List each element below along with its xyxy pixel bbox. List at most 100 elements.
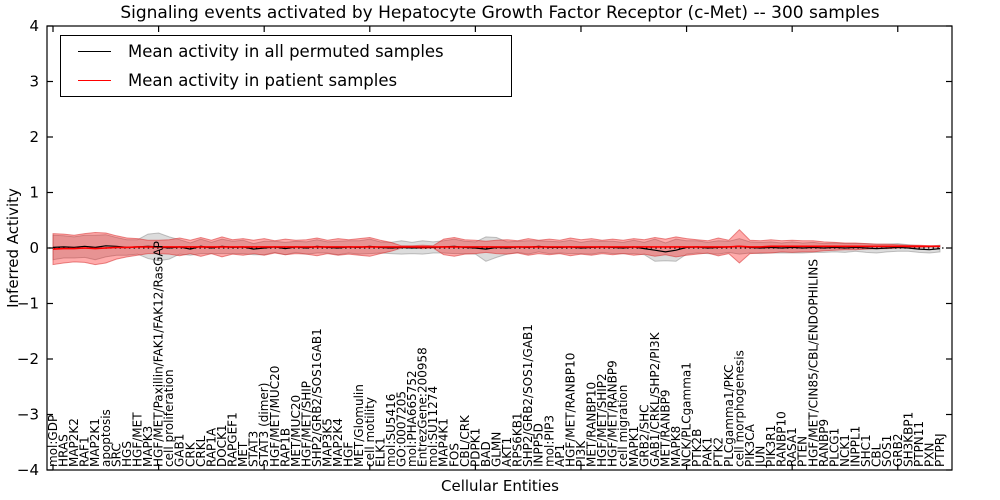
x-category-label: GRB2/SHC [637, 404, 651, 467]
y-tick-label: 4 [29, 17, 39, 35]
x-category-label: INPP5D [532, 423, 546, 467]
x-category-label: MAPK8 [669, 426, 683, 467]
x-category-label: GRB2 [891, 433, 905, 467]
y-tick-label: −4 [17, 461, 39, 479]
x-category-label: STAT3 [247, 431, 261, 467]
patient-line-key-icon [78, 79, 111, 81]
x-category-label: RAF1 [78, 436, 92, 467]
x-category-label: PIK3R1 [764, 425, 778, 467]
x-category-label: mol:GDP [46, 415, 60, 467]
x-category-label: RAPGEF1 [226, 412, 240, 467]
x-category-label: ELK1 [373, 437, 387, 467]
x-category-label: PLCG1 [827, 428, 841, 467]
x-category-label: cell proliferation [162, 369, 176, 467]
x-category-label: PTEN [796, 436, 810, 467]
x-category-label: EntrezGene:200958 [416, 347, 430, 467]
x-category-label: mol:SU5416 [384, 394, 398, 467]
x-category-label: cell migration [616, 385, 630, 467]
y-tick-label: 0 [29, 239, 39, 257]
x-category-label: HGF [342, 442, 356, 467]
x-category-label: GLMN [490, 432, 504, 467]
x-category-label: SRC [109, 443, 123, 467]
x-category-label: mol:SU11274 [426, 386, 440, 467]
x-category-label: MAP2K4 [331, 418, 345, 467]
x-category-label: MET/MUC20 [289, 395, 303, 467]
x-category-label: HGF/MET/MUC20 [268, 366, 282, 467]
x-category-label: HGF/MET/RANBP10 [563, 353, 577, 467]
x-category-label: PXN [922, 443, 936, 467]
x-category-label: cell motility [363, 397, 377, 467]
x-category-label: SOS1 [880, 435, 894, 467]
x-category-label: CRK [183, 441, 197, 467]
permuted-line-key-icon [78, 51, 111, 53]
x-category-label: HGF/MET/SHIP [299, 381, 313, 467]
x-category-label: MET/Glomulin [352, 384, 366, 467]
x-category-label: PTPN11 [912, 421, 926, 467]
x-category-label: MAPK1 [627, 426, 641, 467]
x-category-label: CBL [870, 443, 884, 467]
x-category-label: GAB1/CRKL/SHP2/PI3K [648, 331, 662, 467]
legend-entry-permuted: Mean activity in all permuted samples [61, 39, 511, 65]
x-category-label: cell morphogenesis [732, 350, 746, 467]
y-axis-label: Inferred Activity [4, 188, 22, 308]
x-category-label: CBL/CRK [458, 414, 472, 467]
x-category-label: RAP1A [204, 427, 218, 467]
x-axis-label: Cellular Entities [441, 477, 559, 495]
x-category-label: DOCK1 [215, 424, 229, 467]
x-category-label: AKT1 [500, 437, 514, 467]
x-category-label: MET [236, 441, 250, 467]
x-category-label: PTK2 [711, 437, 725, 467]
x-category-label: RANBP9 [817, 419, 831, 467]
x-category-label: GO:0007205 [395, 391, 409, 467]
x-category-label: mol:PIP3 [542, 415, 556, 467]
y-tick-label: −3 [17, 406, 39, 424]
chart-title: Signaling events activated by Hepatocyte… [120, 3, 880, 23]
legend-label-permuted: Mean activity in all permuted samples [128, 42, 444, 62]
x-category-label: RAP1B [278, 428, 292, 467]
x-category-label: NCK1 [838, 434, 852, 467]
x-category-label: AP1 [553, 444, 567, 467]
x-category-label: JUN [754, 446, 768, 468]
y-tick-label: 3 [29, 73, 39, 91]
legend-label-patient: Mean activity in patient samples [128, 70, 398, 90]
x-category-label: RASA1 [785, 427, 799, 467]
x-category-label: MAP4K1 [437, 418, 451, 467]
x-category-label: HGS [120, 441, 134, 467]
x-category-label: BAD [479, 441, 493, 467]
x-category-label: PTK2B [690, 429, 704, 467]
x-category-label: GAB1 [173, 434, 187, 467]
x-category-label: RANBP10 [775, 411, 789, 467]
y-tick-label: 1 [29, 184, 39, 202]
x-category-label: CRKL [194, 435, 208, 467]
x-category-label: SHP2/GRB2/SOS1/GAB1 [521, 324, 535, 467]
x-category-label: FOS [447, 443, 461, 467]
x-category-label: PLCgamma1/PKC [722, 364, 736, 467]
x-category-label: INPPL1 [849, 426, 863, 467]
x-category-label: MAP3K5 [321, 418, 335, 467]
x-category-label: SH3KBP1 [901, 412, 915, 467]
x-category-label: mol:PHA665752 [405, 370, 419, 467]
x-category-label: MAP2K2 [67, 418, 81, 467]
y-tick-label: −1 [17, 295, 39, 313]
x-category-label: apoptosis [99, 409, 113, 467]
x-category-label: HGF/MET [131, 412, 145, 467]
x-category-label: PAK1 [701, 437, 715, 467]
x-category-label: PDPK1 [468, 428, 482, 467]
y-tick-label: 2 [29, 128, 39, 146]
patient-mean-line [52, 245, 940, 250]
x-category-label: PTPRJ [933, 433, 947, 467]
x-category-label: NCK/PLCgamma1 [680, 362, 694, 467]
x-category-label: HGF/MET/CIN85/CBL/ENDOPHILINS [806, 259, 820, 467]
x-category-label: RPS6KB1 [511, 412, 525, 467]
x-category-label: PIK3CA [743, 423, 757, 467]
x-category-label: MAPK3 [141, 426, 155, 467]
y-tick-label: −2 [17, 350, 39, 368]
x-category-label: MET/RANBP9 [659, 390, 673, 467]
x-category-label: MET/RANBP10 [585, 382, 599, 467]
x-category-label: HGF/MET/Paxillin/FAK1/FAK12/RasGAP [152, 241, 166, 467]
x-category-label: HGF/MET/RANBP9 [606, 360, 620, 467]
x-category-label: HGF/MET/SHIP2 [595, 373, 609, 467]
x-category-label: MAP2K1 [88, 418, 102, 467]
